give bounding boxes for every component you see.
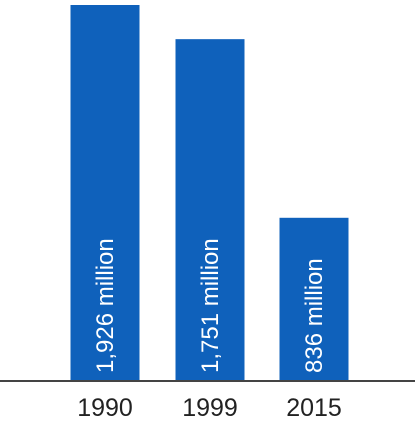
bar-2015: [279, 217, 349, 381]
x-tick-labels: 1990 1999 2015: [77, 394, 342, 421]
x-tick-label-1990: 1990: [77, 394, 133, 421]
bar-value-label-2015: 836 million: [301, 258, 328, 373]
bar-value-label-1990: 1,926 million: [92, 238, 119, 373]
bar-1999: [175, 39, 245, 382]
bar-value-label-1999: 1,751 million: [197, 238, 224, 373]
x-tick-label-2015: 2015: [286, 394, 342, 421]
bars-layer: 1,926 million 1,751 million 836 million: [70, 5, 349, 382]
bar-1990: [70, 5, 140, 381]
x-tick-label-1999: 1999: [182, 394, 238, 421]
